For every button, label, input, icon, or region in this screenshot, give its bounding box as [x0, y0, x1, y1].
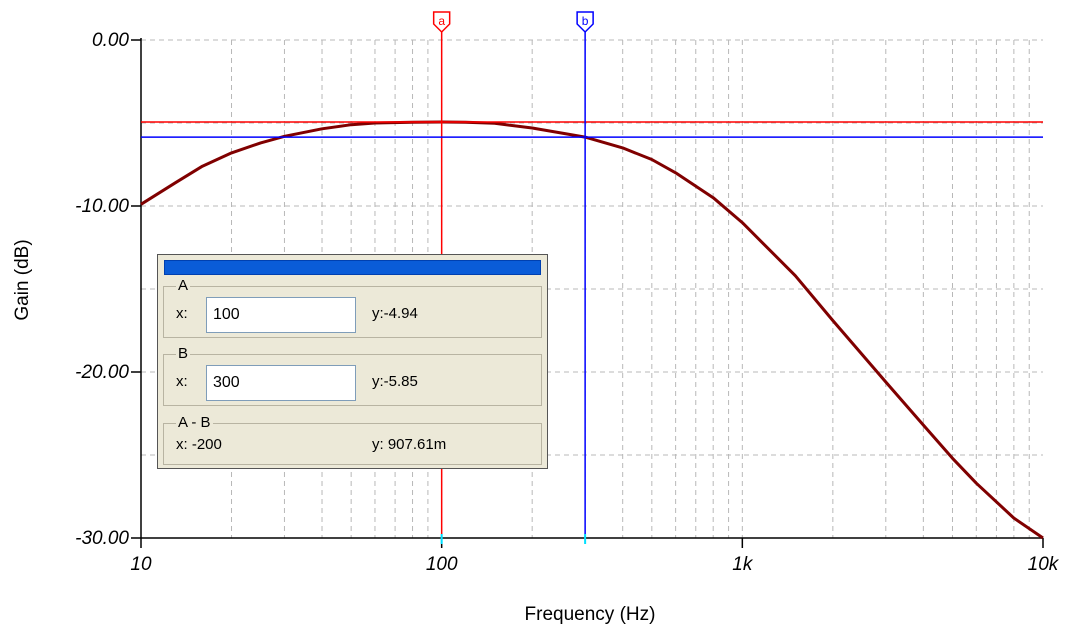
y-axis: 0.00 -10.00 -20.00 -30.00	[75, 30, 141, 549]
cursor-a-marker	[432, 11, 451, 34]
cursor-a-tag: a	[438, 14, 445, 28]
x-axis-label: Frequency (Hz)	[525, 604, 656, 625]
cursor-b-group: B x: 300 y:-5.85	[163, 345, 542, 406]
cursor-readout-panel[interactable]: A x: 100 y:-4.94 B x: 300 y:-5.85 A - B …	[157, 254, 548, 469]
y-tick-label: -30.00	[75, 528, 129, 549]
cursor-a-x-input[interactable]: 100	[206, 297, 356, 333]
x-tick-label: 100	[426, 554, 458, 575]
x-tick-label: 1k	[732, 554, 754, 575]
cursor-diff-y-value: y: 907.61m	[372, 436, 447, 453]
cursor-a-title: A	[176, 277, 191, 294]
cursor-b-tag: b	[582, 14, 589, 28]
cursor-b-x-input[interactable]: 300	[206, 365, 356, 401]
x-tick-label: 10	[130, 554, 152, 575]
x-tick-label: 10k	[1028, 554, 1060, 575]
cursor-diff-x-value: x: -200	[176, 436, 222, 453]
series-layer	[140, 120, 1044, 540]
y-tick-label: -20.00	[75, 362, 129, 383]
cursor-b-title: B	[176, 345, 191, 362]
x-axis: 10 100 1k 10k	[130, 538, 1060, 575]
gain-curve	[140, 120, 1044, 540]
y-tick-label: 0.00	[92, 30, 129, 51]
cursor-b-marker	[576, 11, 594, 34]
cursor-a-x-label: x:	[176, 305, 188, 322]
cursor-diff-title: A - B	[176, 414, 213, 431]
y-tick-label: -10.00	[75, 196, 129, 217]
readout-title-bar[interactable]	[164, 260, 541, 275]
cursor-a-y-value: y:-4.94	[372, 305, 418, 322]
y-axis-label: Gain (dB)	[12, 239, 33, 320]
cursor-b-x-label: x:	[176, 373, 188, 390]
cursor-b-y-value: y:-5.85	[372, 373, 418, 390]
cursor-a-group: A x: 100 y:-4.94	[163, 277, 542, 338]
cursor-diff-group: A - B x: -200 y: 907.61m	[163, 414, 542, 465]
